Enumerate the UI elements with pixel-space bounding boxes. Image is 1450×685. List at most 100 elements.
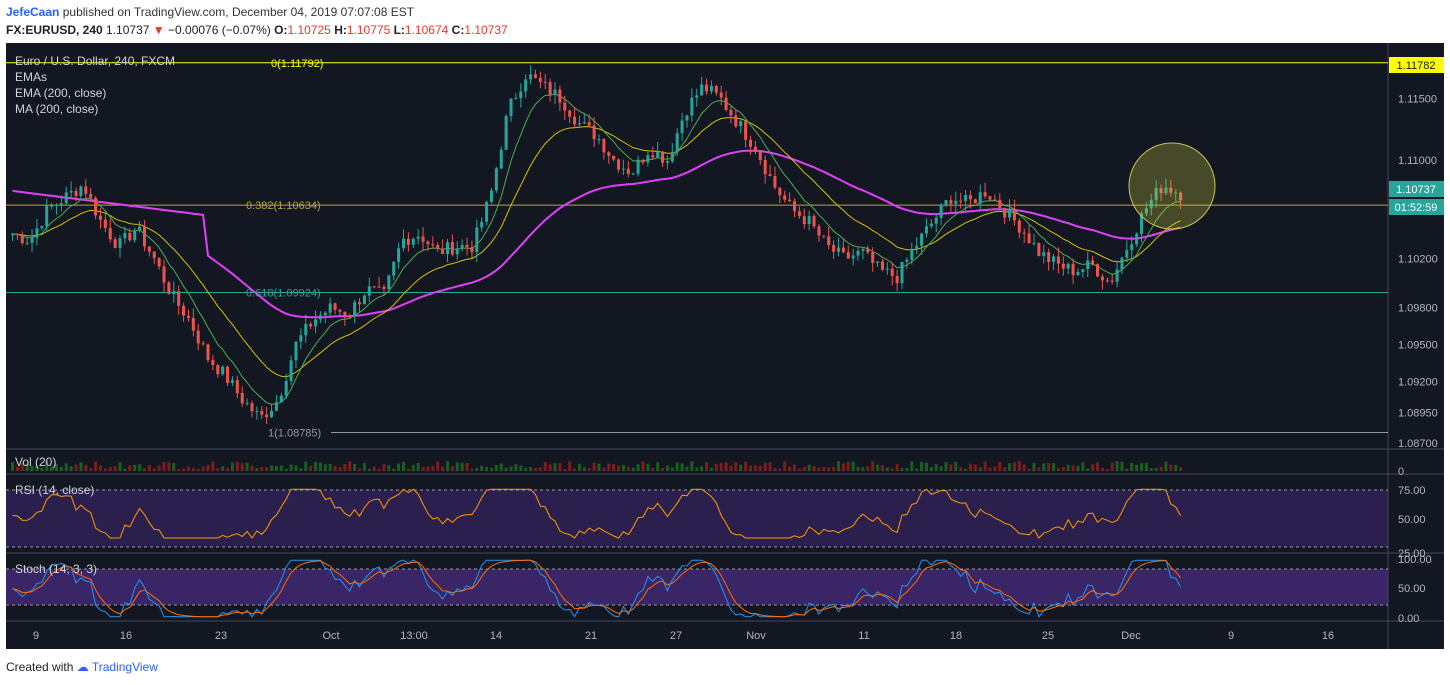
candle-body bbox=[133, 230, 137, 241]
volume-bar bbox=[377, 468, 381, 471]
candle-body bbox=[758, 151, 762, 161]
volume-bar bbox=[1149, 468, 1153, 471]
candle-body bbox=[201, 343, 205, 345]
volume-bar bbox=[573, 468, 577, 471]
volume-bar bbox=[529, 467, 533, 471]
candle-body bbox=[40, 226, 44, 229]
candle-body bbox=[695, 95, 699, 98]
volume-bar bbox=[695, 467, 699, 471]
time-tick-label: 16 bbox=[120, 630, 132, 642]
volume-bar bbox=[30, 465, 34, 471]
candle-body bbox=[929, 223, 933, 227]
price-axis[interactable]: 1.11500 1.11000 1.10200 1.09800 1.09500 1.092… bbox=[1398, 94, 1438, 450]
time-tick-label: 9 bbox=[33, 630, 39, 642]
candle-body bbox=[69, 190, 73, 193]
candle-body bbox=[895, 276, 899, 284]
highlight-circle[interactable] bbox=[1128, 142, 1216, 230]
candle-body bbox=[142, 226, 146, 247]
candle-body bbox=[455, 248, 459, 255]
brand-name[interactable]: TradingView bbox=[91, 660, 158, 674]
volume-bar bbox=[142, 468, 146, 471]
candle-body bbox=[431, 244, 435, 246]
fib-level-label: 0.618(1.09924) bbox=[246, 287, 321, 299]
volume-bar bbox=[392, 468, 396, 471]
candle-body bbox=[50, 205, 54, 207]
volume-bar bbox=[485, 466, 489, 471]
candle-body bbox=[445, 242, 449, 254]
candle-body bbox=[514, 98, 518, 100]
candle-body bbox=[1100, 276, 1104, 281]
volume-bar bbox=[890, 468, 894, 471]
candle-body bbox=[1022, 232, 1026, 234]
price-chart[interactable]: 0(1.11792) 0.382(1.10634) 0.618(1.09924) 1(… bbox=[6, 43, 1444, 649]
indicator-tick-label: 50.00 bbox=[1398, 583, 1426, 595]
candle-body bbox=[617, 159, 621, 170]
volume-bar bbox=[753, 465, 757, 471]
volume-bar bbox=[260, 467, 264, 471]
candles bbox=[11, 65, 1183, 424]
volume-bar bbox=[656, 462, 660, 471]
candle-body bbox=[876, 261, 880, 263]
candle-body bbox=[485, 202, 489, 222]
candle-body bbox=[240, 393, 244, 404]
volume-bar bbox=[475, 468, 479, 471]
volume-bar bbox=[98, 465, 102, 471]
volume-bar bbox=[270, 465, 274, 471]
candle-body bbox=[954, 200, 958, 204]
candle-body bbox=[1096, 264, 1100, 277]
volume-bar bbox=[934, 464, 938, 471]
rsi-line bbox=[12, 488, 1182, 539]
candle-body bbox=[504, 116, 508, 150]
volume-bar bbox=[900, 467, 904, 471]
top-price-badge bbox=[1389, 57, 1444, 73]
volume-bar bbox=[793, 464, 796, 471]
candle-body bbox=[367, 286, 371, 296]
volume-bar bbox=[1115, 461, 1119, 471]
volume-bar bbox=[94, 461, 98, 471]
fibonacci-retracement[interactable]: 0(1.11792) 0.382(1.10634) 0.618(1.09924) 1(… bbox=[6, 58, 1388, 440]
candle-body bbox=[705, 84, 709, 92]
volume-bar bbox=[1174, 464, 1178, 471]
volume-bar bbox=[372, 466, 376, 471]
volume-bar bbox=[749, 465, 753, 471]
volume-bar bbox=[1110, 462, 1114, 471]
volume-bar bbox=[1052, 463, 1056, 471]
candle-body bbox=[1047, 252, 1051, 262]
candle-body bbox=[98, 215, 102, 220]
chart-area[interactable]: 0(1.11792) 0.382(1.10634) 0.618(1.09924) 1(… bbox=[6, 43, 1444, 649]
candle-body bbox=[387, 275, 391, 290]
volume-bar bbox=[1047, 463, 1051, 471]
volume-bar bbox=[353, 463, 357, 471]
candle-body bbox=[402, 238, 405, 249]
volume-bar bbox=[1003, 467, 1007, 471]
volume-bar bbox=[138, 464, 142, 471]
author-name[interactable]: JefeCaan bbox=[6, 5, 60, 19]
publish-info: published on TradingView.com, December 0… bbox=[62, 5, 415, 19]
volume-bar bbox=[54, 464, 58, 471]
time-axis[interactable]: 9 16 23 Oct 13:00 14 21 27 Nov 11 18 25 Dec 9 16 bbox=[33, 630, 1334, 642]
candle-body bbox=[1027, 233, 1031, 244]
volume-bar bbox=[343, 464, 347, 471]
volume-bar bbox=[949, 464, 953, 471]
candle-body bbox=[54, 204, 58, 206]
volume-bar bbox=[240, 463, 244, 471]
volume-bar bbox=[274, 465, 278, 471]
candle-body bbox=[685, 115, 689, 121]
stoch-d-line bbox=[12, 559, 1181, 618]
candle-body bbox=[1154, 188, 1158, 201]
candle-body bbox=[924, 226, 928, 234]
volume-bar bbox=[929, 467, 933, 471]
volume-bar bbox=[866, 466, 870, 471]
candle-body bbox=[822, 235, 826, 237]
volume-bar bbox=[514, 464, 518, 471]
candle-body bbox=[890, 268, 894, 277]
time-tick-label: Nov bbox=[746, 630, 766, 642]
candle-body bbox=[186, 315, 190, 318]
tradingview-logo-icon[interactable]: ☁ bbox=[76, 660, 89, 674]
candle-body bbox=[441, 248, 445, 254]
volume-bar bbox=[406, 468, 410, 471]
volume-bar bbox=[314, 462, 318, 471]
volume-bar bbox=[714, 463, 718, 471]
candle-body bbox=[182, 305, 186, 316]
candle-body bbox=[885, 268, 889, 270]
